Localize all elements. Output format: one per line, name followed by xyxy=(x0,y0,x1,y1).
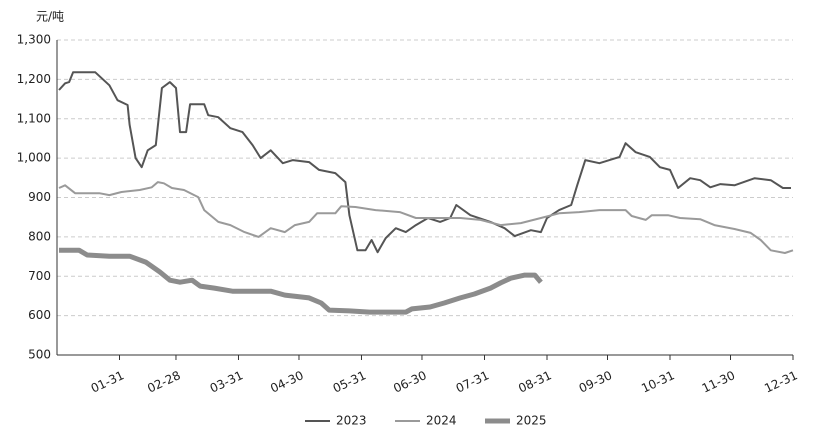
x-tick-label: 06-30 xyxy=(391,368,429,395)
legend-label: 2025 xyxy=(516,414,547,428)
x-tick-label: 07-31 xyxy=(454,368,492,395)
y-tick-label: 800 xyxy=(28,229,51,243)
y-tick-label: 1,300 xyxy=(17,33,51,47)
line xyxy=(58,181,794,254)
x-tick-label: 10-31 xyxy=(639,368,677,395)
x-tick-label: 04-30 xyxy=(268,368,306,395)
x-tick-label: 11-30 xyxy=(700,368,738,395)
line xyxy=(59,247,543,315)
y-tick-label: 700 xyxy=(28,269,51,283)
y-tick-label: 1,200 xyxy=(17,72,51,86)
x-tick-label: 03-31 xyxy=(208,368,246,395)
x-tick-label: 08-31 xyxy=(516,368,554,395)
x-tick-label: 01-31 xyxy=(89,368,127,395)
y-axis-unit: 元/吨 xyxy=(36,10,64,24)
y-tick-label: 1,100 xyxy=(17,111,51,125)
y-tick-label: 500 xyxy=(28,348,51,362)
y-tick-label: 600 xyxy=(28,308,51,322)
x-tick-label: 02-28 xyxy=(145,368,183,395)
y-tick-label: 1,000 xyxy=(17,151,51,165)
legend-label: 2023 xyxy=(336,414,367,428)
legend-label: 2024 xyxy=(426,414,457,428)
line xyxy=(58,71,791,254)
x-tick-label: 05-31 xyxy=(331,368,369,395)
y-tick-label: 900 xyxy=(28,190,51,204)
x-tick-label: 09-30 xyxy=(577,368,615,395)
x-tick-label: 12-31 xyxy=(762,368,800,395)
